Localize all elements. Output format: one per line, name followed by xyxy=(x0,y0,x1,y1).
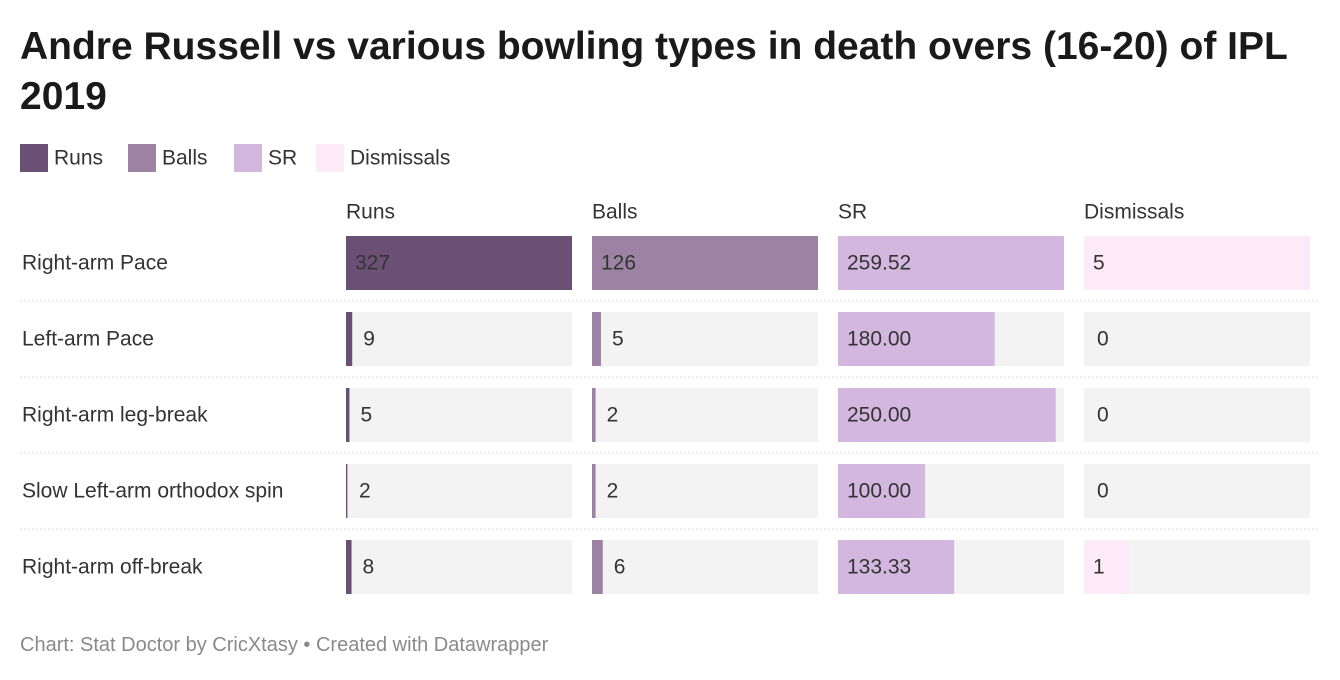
bar xyxy=(838,464,926,518)
bar xyxy=(346,464,348,518)
bar xyxy=(592,312,601,366)
chart-title: Andre Russell vs various bowling types i… xyxy=(20,25,1288,118)
legend-swatch xyxy=(316,144,344,172)
value-label: 259.52 xyxy=(847,252,911,275)
bar xyxy=(838,236,1064,290)
value-label: 2 xyxy=(359,480,371,503)
value-label: 100.00 xyxy=(847,480,911,503)
bar-background xyxy=(346,540,572,594)
value-label: 250.00 xyxy=(847,404,911,427)
bar-background xyxy=(346,464,572,518)
bar xyxy=(838,540,955,594)
bar xyxy=(346,388,350,442)
value-label: 126 xyxy=(601,252,636,275)
bar-background xyxy=(346,388,572,442)
bar-background xyxy=(1084,388,1310,442)
bar xyxy=(592,464,596,518)
row-label: Right-arm leg-break xyxy=(22,404,208,427)
row-label: Right-arm Pace xyxy=(22,252,168,275)
legend-label: Runs xyxy=(54,147,103,170)
legend-swatch xyxy=(128,144,156,172)
column-header: Dismissals xyxy=(1084,201,1184,224)
bar xyxy=(592,236,818,290)
value-label: 2 xyxy=(607,404,619,427)
value-label: 8 xyxy=(363,556,375,579)
bar xyxy=(838,312,995,366)
column-header: Balls xyxy=(592,201,638,224)
bar xyxy=(592,388,596,442)
bar xyxy=(1084,540,1130,594)
bar xyxy=(838,388,1056,442)
legend-swatch xyxy=(234,144,262,172)
column-header: SR xyxy=(838,201,867,224)
bar-background xyxy=(1084,464,1310,518)
bar-background xyxy=(1084,312,1310,366)
value-label: 0 xyxy=(1097,480,1109,503)
value-label: 0 xyxy=(1097,404,1109,427)
value-label: 1 xyxy=(1093,556,1105,579)
legend-swatch xyxy=(20,144,48,172)
row-label: Right-arm off-break xyxy=(22,556,203,579)
value-label: 5 xyxy=(360,404,372,427)
column-header: Runs xyxy=(346,201,395,224)
source: Chart: Stat Doctor by CricXtasy • Create… xyxy=(20,634,549,656)
legend-label: SR xyxy=(268,147,297,170)
bar-background xyxy=(592,388,818,442)
bar xyxy=(592,540,603,594)
value-label: 133.33 xyxy=(847,556,911,579)
bar-background xyxy=(592,540,818,594)
bar-background xyxy=(592,312,818,366)
value-label: 5 xyxy=(612,328,624,351)
bar-background xyxy=(346,312,572,366)
value-label: 180.00 xyxy=(847,328,911,351)
bar-background xyxy=(592,464,818,518)
value-label: 0 xyxy=(1097,328,1109,351)
value-label: 6 xyxy=(614,556,626,579)
bar xyxy=(346,236,572,290)
legend-label: Balls xyxy=(162,147,208,170)
bar xyxy=(346,540,352,594)
row-label: Left-arm Pace xyxy=(22,328,154,351)
chart: Runs Runs Balls Balls SR SR Dismissals Dismissa… xyxy=(20,144,1318,594)
value-label: 9 xyxy=(363,328,375,351)
bar xyxy=(346,312,353,366)
value-label: 327 xyxy=(355,252,390,275)
row-label: Slow Left-arm orthodox spin xyxy=(22,480,283,503)
bar xyxy=(1084,236,1310,290)
value-label: 2 xyxy=(607,480,619,503)
legend-label: Dismissals xyxy=(350,147,450,170)
value-label: 5 xyxy=(1093,252,1105,275)
